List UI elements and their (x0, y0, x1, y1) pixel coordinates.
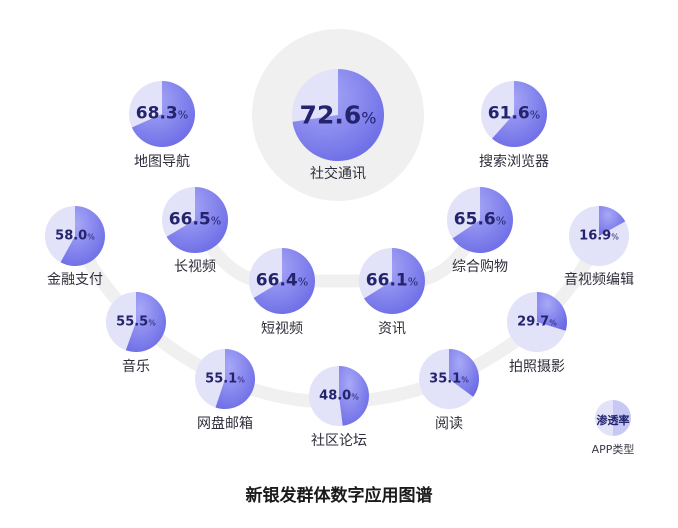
category-label-11: 网盘邮箱 (197, 416, 253, 432)
value-unit: % (87, 232, 95, 242)
category-label-12: 社区论坛 (311, 433, 367, 449)
value-unit: % (237, 375, 245, 385)
value-unit: % (611, 232, 619, 242)
value-label-3: 66.5% (168, 209, 222, 230)
legend-value-label: 渗透率 (596, 414, 630, 427)
pie-slice-0 (292, 69, 384, 161)
value-label-13: 35.1% (429, 373, 469, 386)
value-unit: % (361, 108, 377, 128)
pie-slice-10 (537, 292, 567, 331)
category-label-9: 音乐 (122, 359, 150, 375)
value-number: 58.0 (55, 228, 88, 244)
value-number: 61.6 (487, 103, 530, 124)
value-number: 35.1 (429, 371, 462, 387)
pie-slice-1 (131, 81, 195, 148)
category-label-1: 地图导航 (134, 154, 190, 170)
legend-category-label: APP类型 (591, 443, 635, 456)
value-number: 66.1 (365, 270, 408, 291)
value-unit: % (148, 318, 156, 328)
value-unit: % (297, 275, 309, 289)
pie-slice-2 (492, 81, 547, 147)
category-label-3: 长视频 (174, 259, 216, 275)
value-number: 72.6 (299, 100, 362, 130)
category-label-7: 资讯 (378, 321, 406, 337)
pie-slice-4 (452, 187, 513, 254)
category-label-10: 拍照摄影 (509, 359, 565, 375)
legend-pie-slice (613, 400, 631, 436)
value-label-7: 66.1% (365, 270, 419, 291)
pie-slice-6 (253, 248, 315, 315)
value-number: 66.5 (168, 209, 211, 230)
value-number: 55.5 (116, 314, 149, 330)
value-unit: % (177, 108, 189, 122)
category-label-4: 综合购物 (452, 259, 508, 275)
pie-slice-7 (364, 248, 426, 314)
category-label-5: 金融支付 (47, 272, 103, 288)
value-unit: % (351, 392, 359, 402)
inner-arc-track (188, 213, 487, 289)
category-label-13: 阅读 (435, 416, 463, 432)
chart-title: 新银发群体数字应用图谱 (245, 486, 433, 506)
value-unit: % (407, 275, 419, 289)
value-number: 29.7 (517, 314, 550, 330)
value-number: 48.0 (319, 388, 352, 404)
value-unit: % (529, 108, 541, 122)
value-label-1: 68.3% (135, 103, 189, 124)
value-number: 68.3 (135, 103, 178, 124)
value-label-12: 48.0% (319, 390, 359, 403)
value-label-10: 29.7% (517, 316, 557, 329)
pie-slice-8 (599, 206, 626, 236)
pie-slice-12 (339, 366, 369, 426)
pie-slice-3 (166, 187, 229, 253)
category-label-8: 音视频编辑 (564, 272, 634, 288)
value-number: 55.1 (205, 371, 238, 387)
pie-slice-11 (215, 349, 256, 409)
pie-slice-13 (449, 349, 480, 397)
value-label-9: 55.5% (116, 316, 156, 329)
value-label-5: 58.0% (55, 230, 95, 243)
value-number: 16.9 (579, 228, 612, 244)
pie-slice-5 (60, 206, 106, 266)
value-unit: % (210, 214, 222, 228)
value-number: 65.6 (453, 209, 496, 230)
value-unit: % (461, 375, 469, 385)
value-label-2: 61.6% (487, 103, 541, 124)
value-unit: % (495, 214, 507, 228)
value-label-0: 72.6% (300, 103, 377, 128)
value-number: 66.4 (255, 270, 298, 291)
pie-slice-9 (125, 292, 166, 352)
value-label-6: 66.4% (255, 270, 309, 291)
category-label-2: 搜索浏览器 (479, 154, 549, 170)
value-label-4: 65.6% (453, 209, 507, 230)
value-label-11: 55.1% (205, 373, 245, 386)
value-unit: % (549, 318, 557, 328)
category-label-6: 短视频 (261, 321, 303, 337)
value-label-8: 16.9% (579, 230, 619, 243)
category-label-0: 社交通讯 (310, 166, 366, 182)
